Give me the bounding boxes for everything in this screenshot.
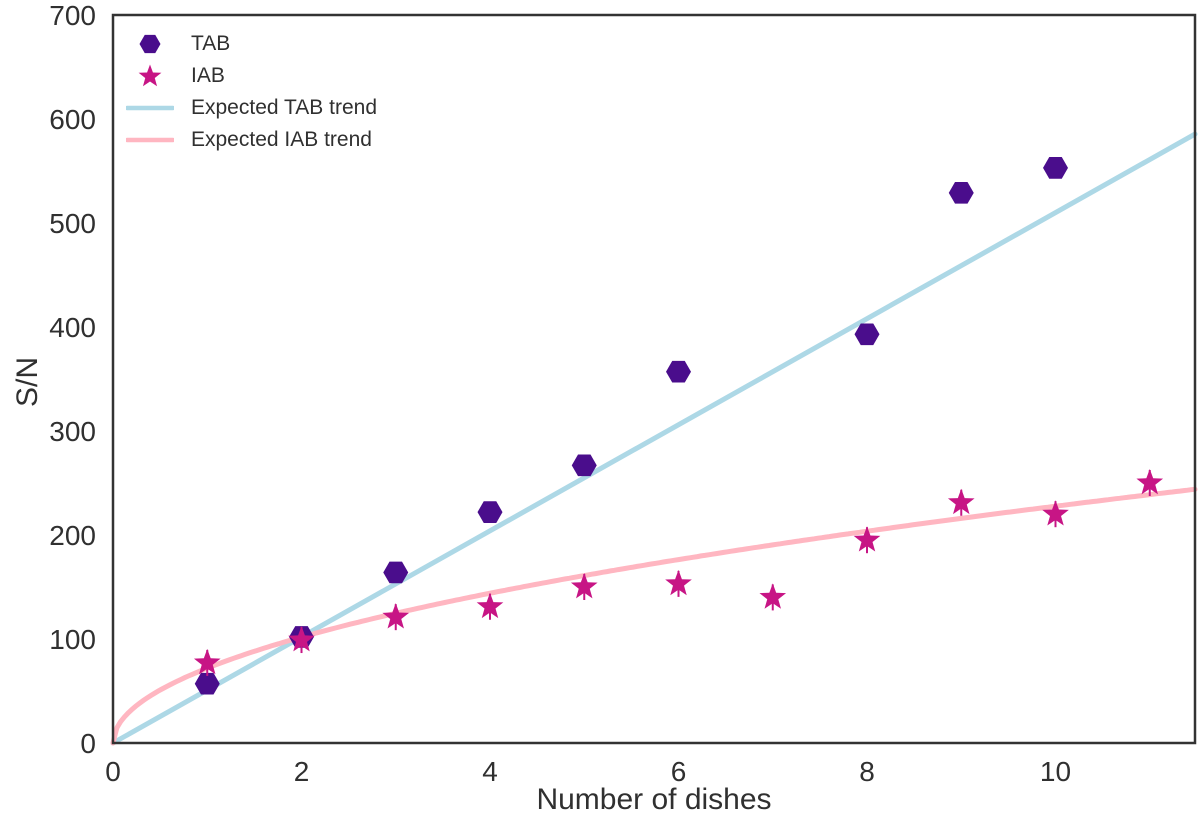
x-tick-label: 8 [859, 756, 875, 787]
x-tick-label: 4 [482, 756, 498, 787]
tab-data-point [854, 323, 880, 346]
tab-data-point [194, 672, 220, 695]
legend-star-marker [138, 64, 162, 87]
y-tick-label: 0 [80, 728, 96, 759]
legend-star-glyph [138, 64, 162, 87]
legend-line-swatch-iab-trend [126, 137, 174, 143]
tab-data-point [1043, 157, 1069, 179]
iab-data-point [853, 526, 881, 552]
iab-data-point [193, 648, 221, 675]
legend-item-iab: IAB [126, 60, 377, 92]
legend-label-iab: IAB [191, 64, 225, 87]
legend-label-tab: TAB [191, 32, 231, 55]
legend-item-iab-trend: Expected IAB trend [126, 124, 377, 156]
y-tick-label: 400 [49, 312, 96, 343]
legend-item-tab: TAB [126, 28, 377, 60]
y-tick-label: 200 [49, 520, 96, 551]
tab-data-point [571, 454, 597, 477]
y-tick-label: 300 [49, 416, 96, 447]
axes-border [111, 13, 1197, 745]
legend-item-tab-trend: Expected TAB trend [126, 92, 377, 124]
y-tick-label: 100 [49, 624, 96, 655]
legend-line-swatch-tab-trend [126, 105, 174, 111]
x-tick-label: 0 [105, 756, 121, 787]
legend-hexagon-marker [139, 34, 161, 54]
legend-hexagon-glyph [139, 34, 161, 54]
iab-trend-line [110, 486, 1198, 746]
x-tick-label: 10 [1040, 756, 1071, 787]
iab-data-point [1042, 500, 1069, 526]
iab-data-point [476, 592, 504, 619]
tab-data-point [948, 182, 974, 204]
y-axis-label: S/N [11, 357, 44, 408]
iab-data-point [288, 626, 315, 652]
y-tick-label: 600 [49, 104, 96, 135]
iab-data-point [947, 488, 975, 515]
y-tick-label: 700 [49, 0, 96, 31]
iab-data-point [665, 569, 692, 596]
tab-data-point [383, 561, 409, 584]
x-tick-label: 6 [671, 756, 687, 787]
y-tick-label: 500 [49, 208, 96, 239]
iab-data-point [382, 603, 410, 629]
legend-label-iab-trend: Expected IAB trend [191, 128, 372, 151]
iab-data-point [570, 573, 598, 599]
x-axis-label: Number of dishes [536, 783, 772, 816]
tab-trend-line [110, 131, 1198, 746]
legend-label-tab-trend: Expected TAB trend [191, 96, 377, 119]
legend: TAB IAB Expected TAB trend Expected IAB … [126, 28, 377, 156]
iab-data-point [759, 583, 787, 609]
tab-data-point [477, 501, 503, 523]
iab-data-point [1136, 469, 1164, 495]
x-tick-label: 2 [294, 756, 310, 787]
tab-data-point [666, 360, 692, 383]
